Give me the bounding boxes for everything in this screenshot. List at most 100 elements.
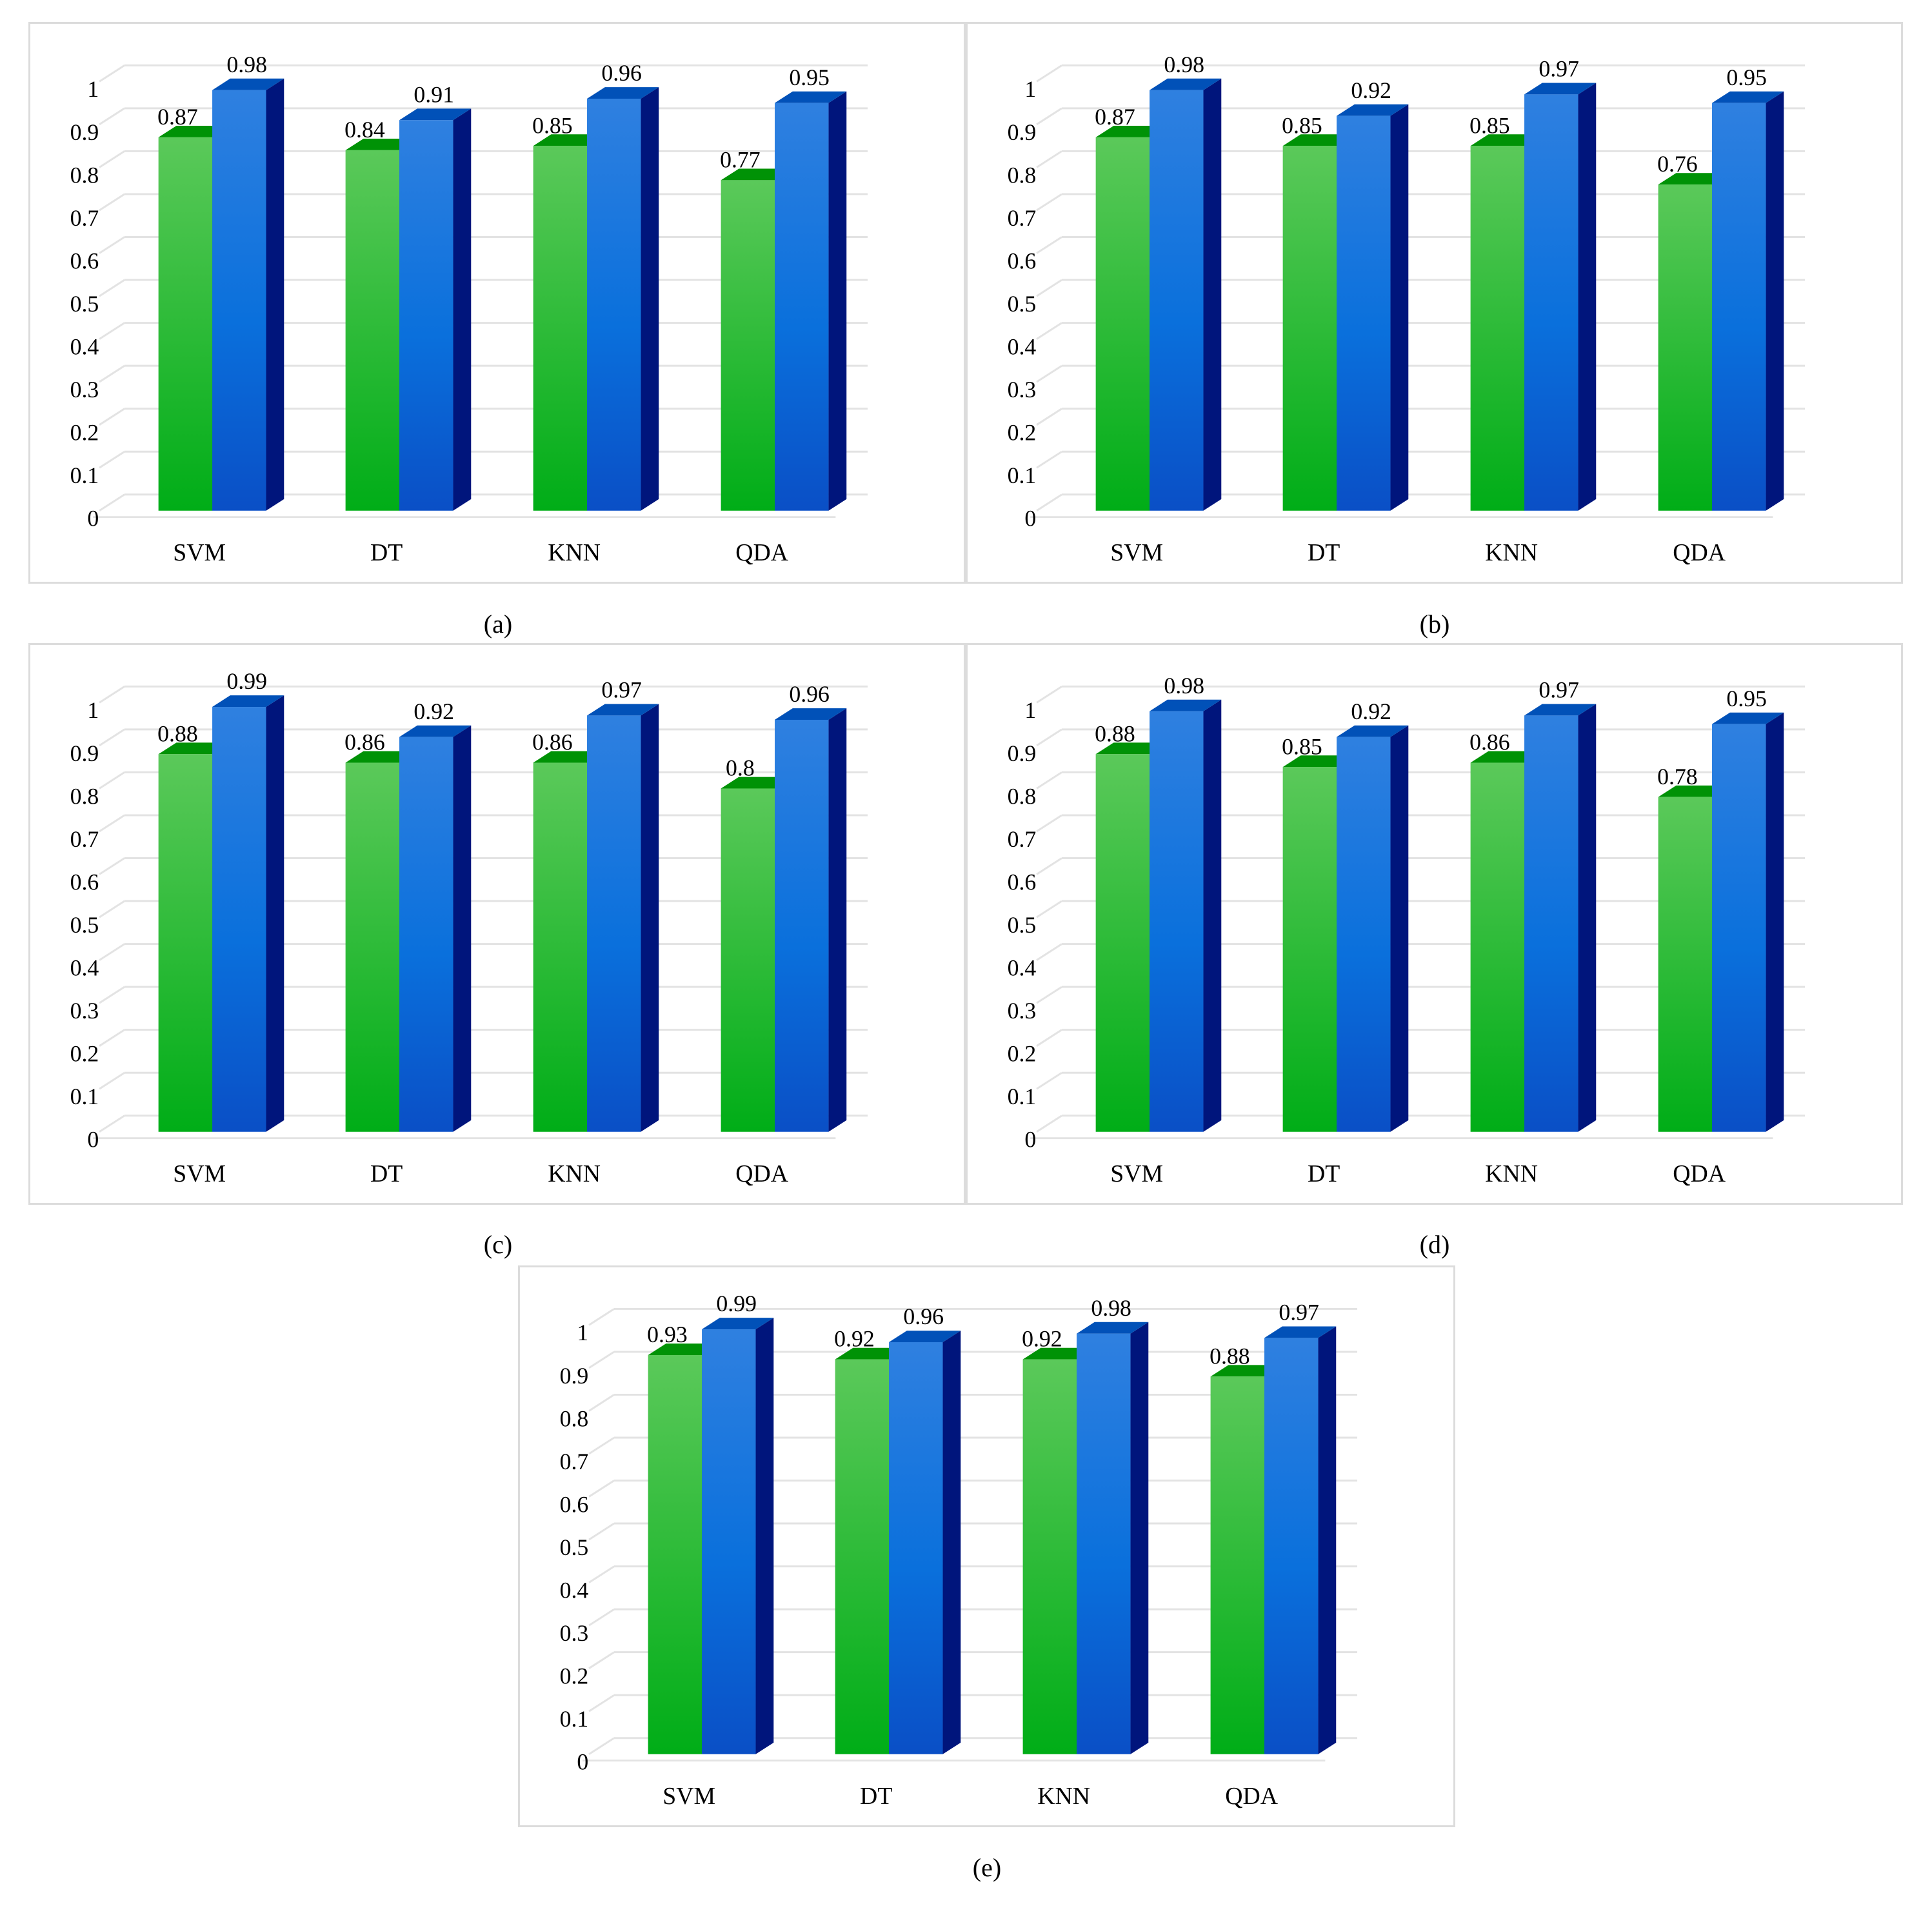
- bar-front: [1337, 737, 1391, 1132]
- bar-svm-blue: [1150, 78, 1222, 511]
- chart-panel-b: 0 0.1 0.2 0.3 0.4 0.5 0.6 0.7 0.8 0.9 1 0.87 0.98 0.8…: [966, 22, 1903, 584]
- bar-dt-blue: [1337, 104, 1409, 511]
- chart-panel-c: 0 0.1 0.2 0.3 0.4 0.5 0.6 0.7 0.8 0.9 1 0.88 0.99 0.8…: [28, 643, 966, 1205]
- bar-front: [345, 762, 400, 1132]
- data-label: 0.87: [1095, 104, 1135, 130]
- data-label: 0.88: [1210, 1343, 1250, 1369]
- bar-top: [775, 708, 847, 720]
- y-tick-label: 0.3: [70, 377, 99, 402]
- bars: 0.93 0.99 0.92 0.96 0.92 0.98 0.88 0.97: [647, 1291, 1337, 1754]
- bar-side: [1766, 712, 1784, 1132]
- gridline-diagonal: [1036, 279, 1062, 297]
- gridline-diagonal: [588, 1308, 615, 1326]
- data-label: 0.85: [1282, 733, 1322, 759]
- chart-svg-d: 00.10.20.30.40.50.60.70.80.910.880.980.8…: [1008, 673, 1806, 1187]
- chart-svg-c: 00.10.20.30.40.50.60.70.80.910.880.990.8…: [70, 668, 868, 1187]
- data-label: 0.92: [1022, 1326, 1062, 1352]
- y-tick-label: 0.8: [1008, 783, 1037, 809]
- bar-top: [1658, 173, 1730, 185]
- caption-c: (c): [483, 1230, 513, 1259]
- x-tick-label: QDA: [1225, 1783, 1278, 1810]
- x-tick-label: KNN: [1037, 1783, 1090, 1810]
- bar-front: [533, 146, 588, 511]
- gridline-diagonal: [588, 1480, 615, 1498]
- bar-knn-blue: [1077, 1322, 1149, 1754]
- y-tick-label: 0.2: [560, 1663, 589, 1689]
- bar-top: [399, 725, 472, 737]
- x-tick-label: KNN: [548, 539, 601, 566]
- y-tick-label: 0.7: [560, 1449, 589, 1474]
- bar-front: [775, 103, 829, 511]
- gridline-diagonal: [1036, 322, 1062, 340]
- bar-front: [1264, 1338, 1319, 1754]
- gridline-diagonal: [99, 857, 125, 875]
- y-tick-label: 0.6: [1008, 248, 1037, 273]
- data-label: 0.97: [1539, 677, 1579, 703]
- x-tick-label: DT: [370, 1160, 403, 1187]
- gridline-diagonal: [99, 236, 125, 254]
- caption-e: (e): [972, 1853, 1002, 1882]
- y-tick-label: 0.2: [1008, 420, 1037, 446]
- bar-front: [533, 762, 588, 1132]
- bar-front: [1712, 103, 1766, 511]
- bar-side: [1390, 725, 1409, 1132]
- x-tick-label: KNN: [548, 1160, 601, 1187]
- bar-side: [641, 704, 659, 1132]
- data-label: 0.98: [1164, 52, 1204, 77]
- gridline-diagonal: [99, 493, 125, 512]
- bar-front: [212, 707, 266, 1132]
- y-tick-label: 0.9: [70, 119, 99, 145]
- bar-top: [158, 742, 230, 755]
- y-tick-label: 0.1: [70, 462, 99, 488]
- x-tick-label: SVM: [1110, 539, 1163, 566]
- x-tick-label: QDA: [1673, 539, 1726, 566]
- y-tick-label: 0: [87, 1127, 99, 1153]
- data-label: 0.86: [344, 729, 385, 755]
- y-tick-label: 0.1: [70, 1084, 99, 1109]
- gridline-diagonal: [1036, 193, 1062, 212]
- y-tick-label: 0.6: [70, 248, 99, 273]
- gridline-diagonal: [1036, 1029, 1062, 1047]
- bar-front: [1150, 711, 1204, 1132]
- gridline-diagonal: [99, 450, 125, 469]
- gridline-diagonal: [1036, 900, 1062, 918]
- gridline-diagonal: [1036, 771, 1062, 789]
- bar-top: [775, 91, 847, 103]
- bar-front: [1095, 137, 1150, 511]
- bar-top: [1264, 1326, 1337, 1338]
- bar-front: [648, 1354, 702, 1754]
- y-tick-label: 0: [87, 506, 99, 531]
- data-label: 0.95: [1726, 686, 1767, 711]
- bar-knn-blue: [1524, 83, 1597, 511]
- bar-knn-blue: [1524, 704, 1597, 1132]
- y-axis: 0 0.1 0.2 0.3 0.4 0.5 0.6 0.7 0.8 0.9 1: [1008, 697, 1037, 1152]
- bars: 0.87 0.98 0.85 0.92 0.85 0.97 0.76 0.95: [1095, 52, 1784, 511]
- y-tick-label: 0.6: [70, 869, 99, 895]
- data-label: 0.98: [226, 52, 267, 77]
- y-tick-label: 0: [1024, 1127, 1036, 1153]
- y-tick-label: 0.3: [560, 1620, 589, 1646]
- bar-front: [721, 180, 775, 511]
- bar-top: [212, 78, 284, 90]
- gridline-diagonal: [99, 1029, 125, 1047]
- gridline-diagonal: [588, 1694, 615, 1712]
- y-tick-label: 0.7: [1008, 826, 1037, 852]
- bar-side: [453, 108, 472, 511]
- bar-top: [1150, 699, 1222, 711]
- bar-side: [1578, 704, 1597, 1132]
- bar-front: [587, 715, 641, 1132]
- bar-svm-blue: [702, 1318, 774, 1754]
- y-tick-label: 0.8: [70, 162, 99, 188]
- chart-svg-b: 00.10.20.30.40.50.60.70.80.910.870.980.8…: [1008, 52, 1806, 566]
- data-label: 0.97: [1539, 56, 1579, 82]
- bar-side: [828, 91, 847, 511]
- bar-front: [1022, 1359, 1077, 1754]
- gridline-diagonal: [588, 1651, 615, 1669]
- gridline-diagonal: [588, 1608, 615, 1627]
- y-axis: 0 0.1 0.2 0.3 0.4 0.5 0.6 0.7 0.8 0.9 1: [70, 697, 99, 1152]
- y-tick-label: 0.2: [70, 420, 99, 446]
- bar-side: [1130, 1322, 1149, 1754]
- bar-side: [942, 1331, 961, 1754]
- data-label: 0.88: [1095, 720, 1135, 746]
- bar-top: [399, 108, 472, 121]
